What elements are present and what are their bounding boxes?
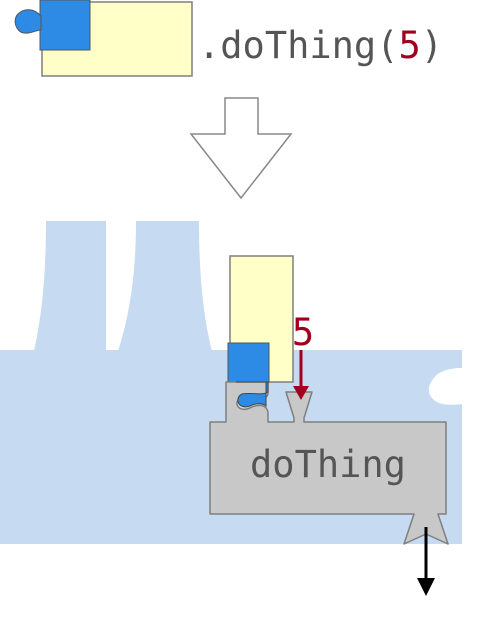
program-column-left bbox=[34, 221, 106, 351]
output-arrow-icon bbox=[417, 527, 435, 596]
code-expression: .doThing(5) bbox=[14, 0, 443, 77]
svg-text:.doThing(5): .doThing(5) bbox=[198, 24, 443, 67]
argument-arrow-icon bbox=[293, 350, 309, 400]
code-argument-text: 5 bbox=[398, 24, 420, 67]
receiver-puzzle-instance bbox=[227, 342, 270, 383]
function-name-label: doThing bbox=[250, 443, 406, 486]
code-method-text: .doThing( bbox=[198, 24, 398, 67]
receiver-puzzle-piece bbox=[14, 0, 91, 51]
function-receiver-socket bbox=[236, 381, 269, 408]
down-arrow-icon bbox=[189, 97, 293, 200]
argument-value-label: 5 bbox=[292, 311, 314, 354]
code-close-paren-text: ) bbox=[421, 24, 443, 67]
program-column-right bbox=[118, 221, 212, 351]
function-block: doThing bbox=[209, 381, 449, 545]
